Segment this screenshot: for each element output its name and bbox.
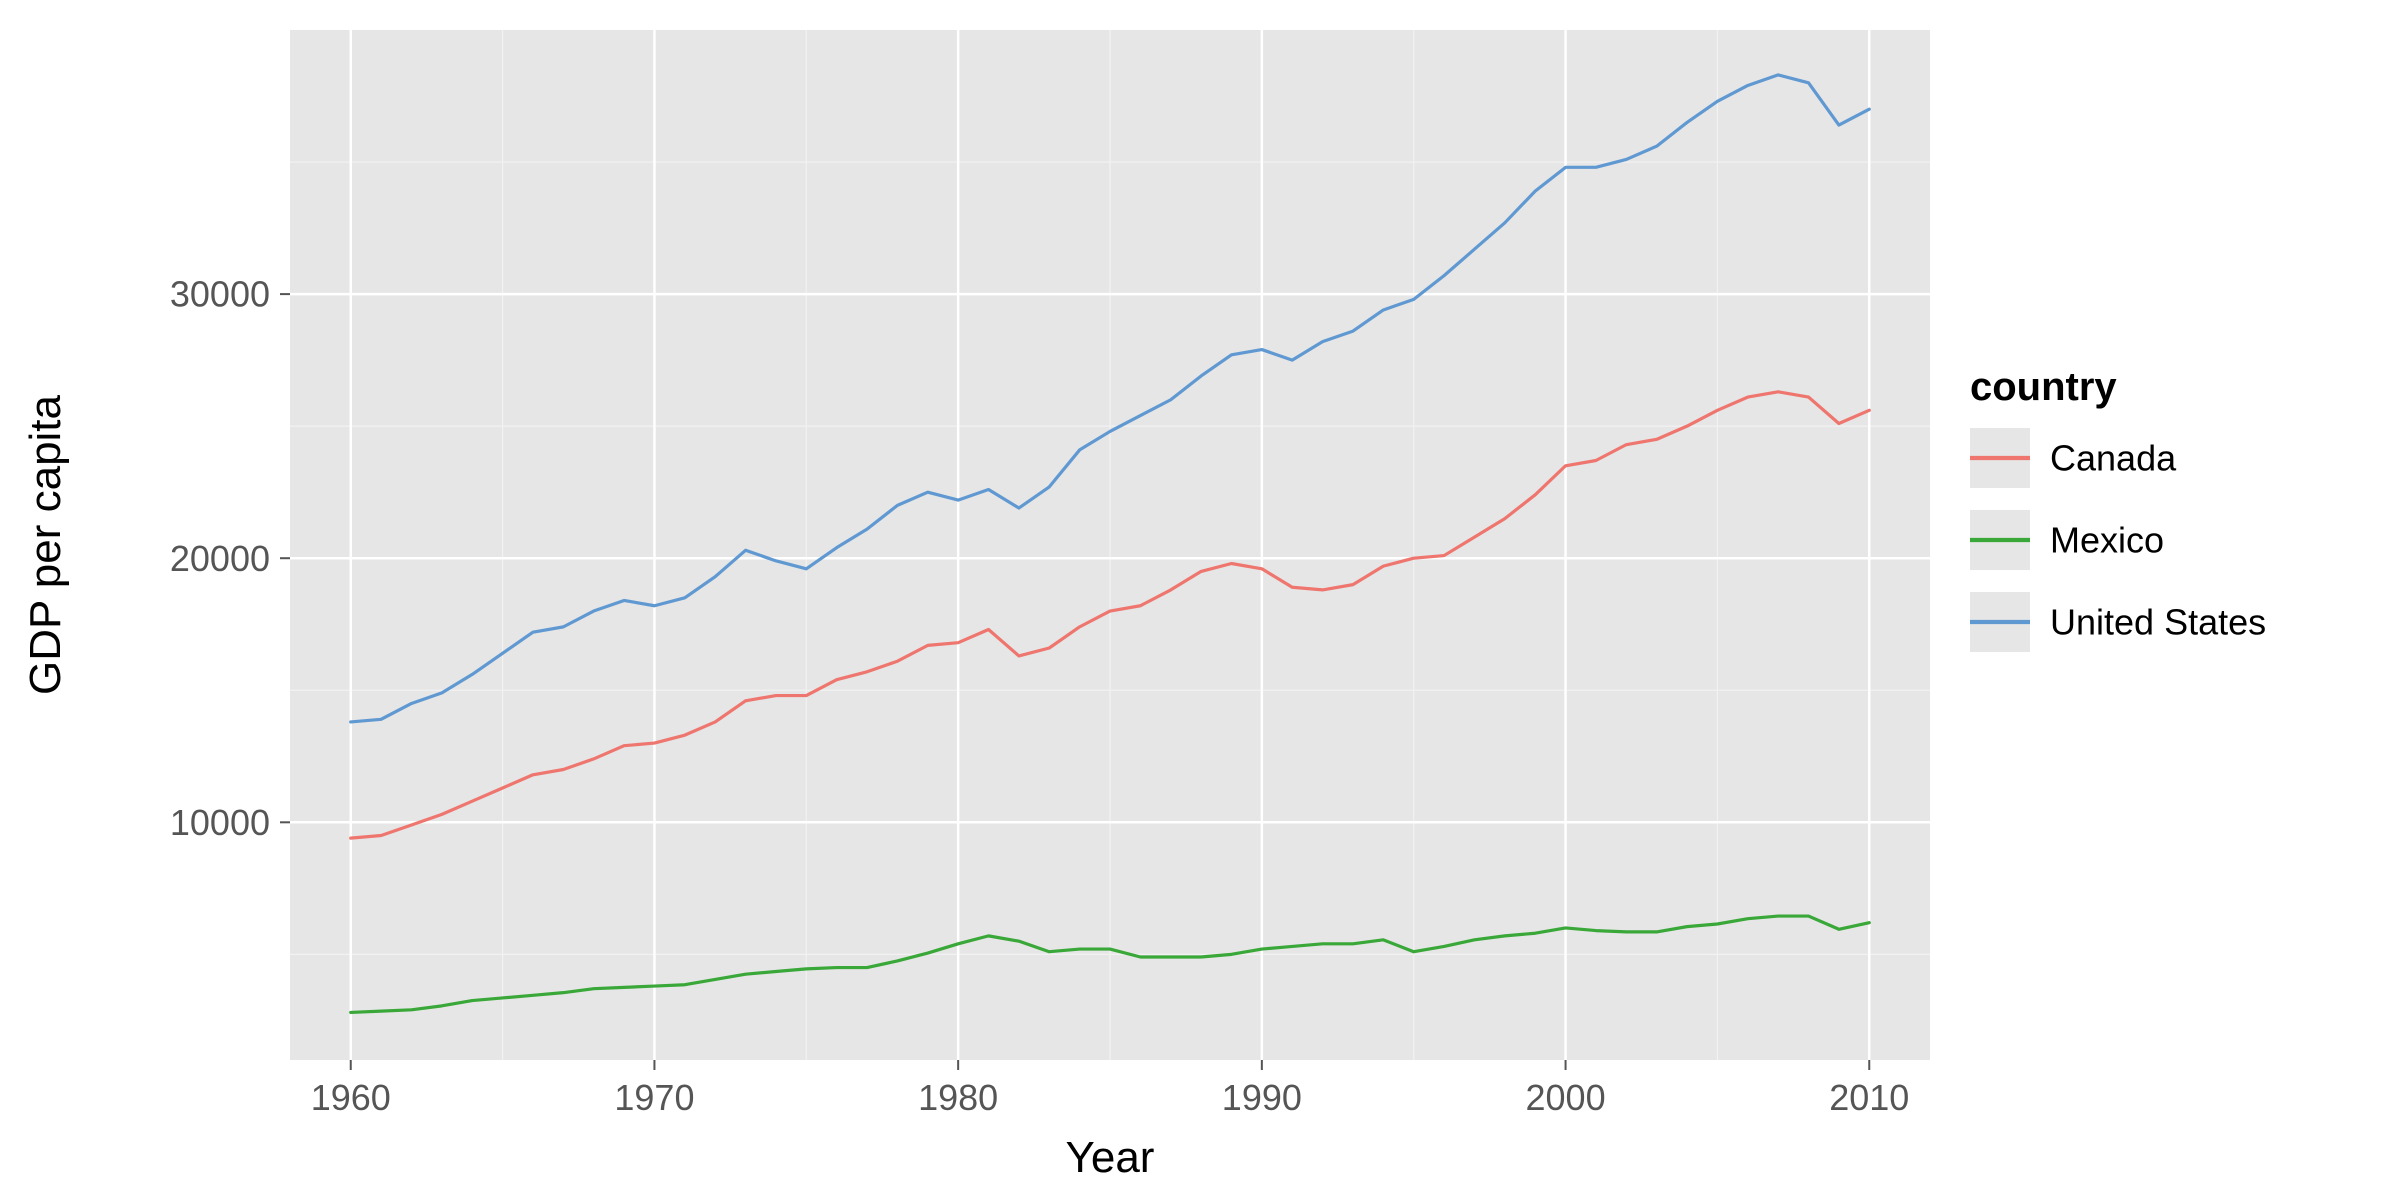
chart-svg: 1960 1970 1980 1990 2000 2010 10000 20000 30000 Y… <box>0 0 2400 1200</box>
x-tick-label: 1960 <box>311 1077 391 1118</box>
x-tick-label: 2010 <box>1829 1077 1909 1118</box>
y-tick-label: 10000 <box>170 802 270 843</box>
y-axis-label: GDP per capita <box>21 394 70 695</box>
legend-title: country <box>1970 365 2117 409</box>
y-tick-label: 20000 <box>170 538 270 579</box>
legend-item-label: United States <box>2050 602 2266 643</box>
x-tick-label: 1980 <box>918 1077 998 1118</box>
x-tick-label: 1970 <box>614 1077 694 1118</box>
gdp-line-chart: 1960 1970 1980 1990 2000 2010 10000 20000 30000 Y… <box>0 0 2400 1200</box>
legend-item-label: Canada <box>2050 438 2177 479</box>
x-tick-label: 2000 <box>1526 1077 1606 1118</box>
y-tick-label: 30000 <box>170 274 270 315</box>
x-axis-label: Year <box>1066 1133 1155 1182</box>
legend: country Canada Mexico United States <box>1970 365 2266 652</box>
x-tick-label: 1990 <box>1222 1077 1302 1118</box>
legend-item-label: Mexico <box>2050 520 2164 561</box>
